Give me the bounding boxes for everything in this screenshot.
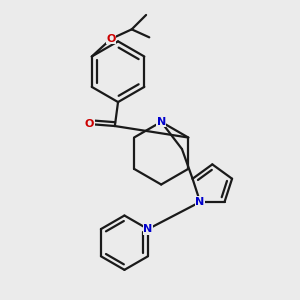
Text: O: O — [106, 34, 116, 44]
Text: O: O — [85, 119, 94, 129]
Text: N: N — [143, 224, 153, 234]
Text: N: N — [196, 197, 205, 207]
Text: N: N — [157, 117, 166, 127]
